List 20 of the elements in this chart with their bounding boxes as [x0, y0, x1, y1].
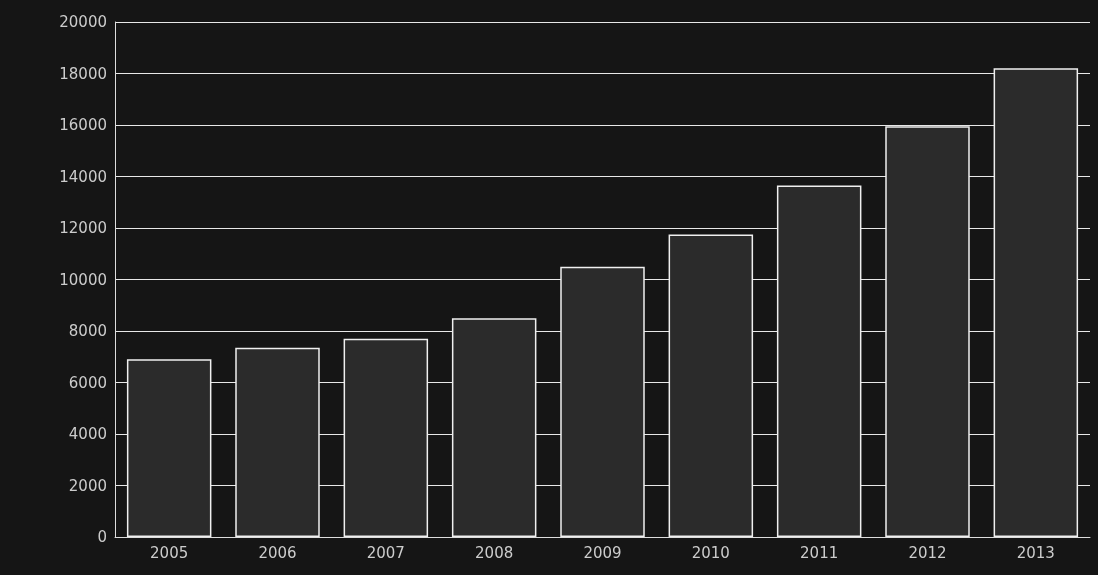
x-tick-label: 2007 [366, 543, 405, 562]
x-tick-label: 2005 [150, 543, 189, 562]
y-tick-label: 18000 [59, 64, 107, 83]
y-tick-label: 10000 [59, 270, 107, 289]
y-tick-label: 6000 [68, 373, 107, 392]
x-tick-label: 2011 [800, 543, 839, 562]
y-tick-label: 14000 [59, 167, 107, 186]
y-tick-label: 2000 [68, 476, 107, 495]
y-tick-label: 12000 [59, 219, 107, 237]
y-tick-label: 16000 [59, 116, 107, 134]
x-tick-label: 2008 [475, 543, 514, 562]
y-tick-label: 0 [97, 528, 107, 546]
y-tick-label: 4000 [68, 425, 107, 443]
y-tick-label: 20000 [59, 13, 107, 31]
x-tick-label: 2006 [258, 543, 297, 562]
y-tick-label: 8000 [68, 322, 107, 340]
x-tick-label: 2013 [1016, 543, 1055, 562]
x-tick-label: 2012 [908, 543, 947, 562]
x-tick-label: 2010 [691, 543, 730, 562]
x-tick-label: 2009 [583, 543, 622, 562]
